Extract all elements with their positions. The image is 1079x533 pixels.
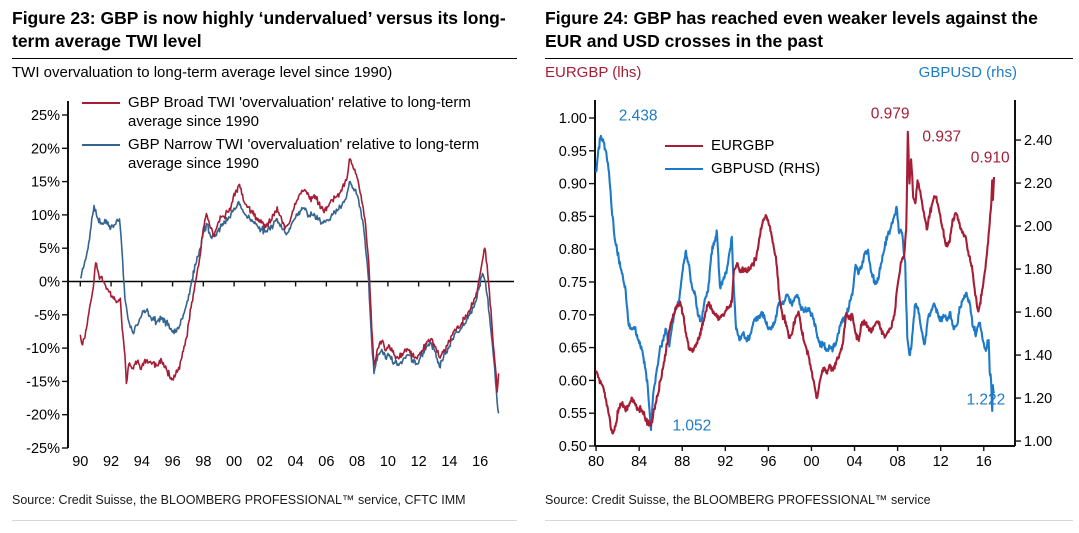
figure24-panel: Figure 24: GBP has reached even weaker l… (545, 7, 1073, 507)
svg-text:2.00: 2.00 (1024, 219, 1052, 235)
svg-text:5%: 5% (39, 241, 60, 257)
svg-text:96: 96 (165, 454, 181, 470)
svg-text:-15%: -15% (26, 374, 60, 390)
fig23-bottom-rule (12, 520, 517, 521)
svg-text:08: 08 (349, 454, 365, 470)
figure23-panel: Figure 23: GBP is now highly ‘undervalue… (12, 7, 517, 507)
svg-text:0.85: 0.85 (559, 209, 587, 225)
svg-text:92: 92 (103, 454, 119, 470)
svg-text:1.60: 1.60 (1024, 305, 1052, 321)
svg-text:96: 96 (760, 454, 776, 470)
legend-item-eurgbp: EURGBP (665, 136, 911, 155)
svg-text:15%: 15% (31, 175, 60, 191)
svg-text:0.75: 0.75 (559, 275, 587, 291)
svg-text:0.60: 0.60 (559, 373, 587, 389)
svg-text:1.00: 1.00 (559, 111, 587, 127)
svg-text:2.438: 2.438 (619, 108, 658, 125)
fig24-plot-svg: 1.00 0.95 0.90 0.85 0.80 0.75 0.70 0.65 0.60 0.55… (559, 100, 1052, 470)
gbpusd-label: GBPUSD (RHS) (711, 160, 821, 177)
eurgbp-lhs-tag: EURGBP (lhs) (545, 64, 642, 81)
svg-text:0.979: 0.979 (871, 106, 910, 123)
svg-text:00: 00 (803, 454, 819, 470)
svg-text:1.40: 1.40 (1024, 348, 1052, 364)
svg-text:04: 04 (288, 454, 304, 470)
svg-text:92: 92 (717, 454, 733, 470)
svg-text:-5%: -5% (34, 308, 60, 324)
svg-text:04: 04 (846, 454, 862, 470)
svg-text:1.222: 1.222 (967, 392, 1006, 409)
eurgbp-line-swatch (665, 145, 703, 147)
svg-text:-20%: -20% (26, 408, 60, 424)
narrow-twi-label: GBP Narrow TWI 'overvaluation' relative … (128, 136, 480, 172)
svg-text:90: 90 (72, 454, 88, 470)
fig23-source: Source: Credit Suisse, the BLOOMBERG PRO… (12, 493, 466, 507)
fig24-axis-tags: EURGBP (lhs) GBPUSD (rhs) (545, 63, 1073, 83)
svg-text:12: 12 (933, 454, 949, 470)
fig23-legend: GBP Broad TWI 'overvaluation' relative t… (82, 93, 484, 177)
svg-text:0.910: 0.910 (971, 150, 1010, 167)
svg-text:12: 12 (411, 454, 427, 470)
svg-text:16: 16 (976, 454, 992, 470)
broad-twi-label: GBP Broad TWI 'overvaluation' relative t… (128, 94, 471, 130)
svg-text:10: 10 (380, 454, 396, 470)
svg-text:0.90: 0.90 (559, 177, 587, 193)
fig23-chart: 25% 20% 15% 10% 5% 0% -5% -10% -15% -20% -25% 90 92 9… (12, 88, 517, 476)
svg-text:0.50: 0.50 (559, 439, 587, 455)
svg-text:0.937: 0.937 (922, 129, 961, 146)
svg-text:-10%: -10% (26, 341, 60, 357)
svg-text:0.80: 0.80 (559, 242, 587, 258)
svg-text:1.80: 1.80 (1024, 262, 1052, 278)
svg-text:80: 80 (588, 454, 604, 470)
svg-text:0.65: 0.65 (559, 341, 587, 357)
svg-text:84: 84 (631, 454, 647, 470)
fig24-source: Source: Credit Suisse, the BLOOMBERG PRO… (545, 493, 931, 507)
svg-text:94: 94 (134, 454, 150, 470)
svg-text:00: 00 (226, 454, 242, 470)
svg-text:02: 02 (257, 454, 273, 470)
fig23-title: Figure 23: GBP is now highly ‘undervalue… (12, 7, 517, 59)
svg-text:20%: 20% (31, 141, 60, 157)
svg-text:14: 14 (441, 454, 457, 470)
svg-text:0%: 0% (39, 275, 60, 291)
svg-text:1.00: 1.00 (1024, 434, 1052, 450)
svg-text:0.95: 0.95 (559, 144, 587, 160)
svg-text:-25%: -25% (26, 441, 60, 457)
legend-item-gbpusd: GBPUSD (RHS) (665, 159, 911, 178)
svg-text:1.20: 1.20 (1024, 391, 1052, 407)
narrow-twi-line-swatch (82, 144, 120, 146)
gbpusd-line-swatch (665, 168, 703, 170)
svg-text:06: 06 (318, 454, 334, 470)
svg-text:25%: 25% (31, 108, 60, 124)
gbpusd-rhs-tag: GBPUSD (rhs) (918, 64, 1017, 81)
svg-text:0.70: 0.70 (559, 308, 587, 324)
fig24-legend: EURGBP GBPUSD (RHS) (665, 136, 911, 182)
fig24-bottom-rule (545, 520, 1073, 521)
broad-twi-line-swatch (82, 102, 120, 104)
legend-item-broad-twi: GBP Broad TWI 'overvaluation' relative t… (82, 93, 484, 131)
legend-item-narrow-twi: GBP Narrow TWI 'overvaluation' relative … (82, 135, 484, 173)
fig23-plot-svg: 25% 20% 15% 10% 5% 0% -5% -10% -15% -20% -25% 90 92 9… (26, 101, 514, 470)
svg-text:88: 88 (674, 454, 690, 470)
svg-text:98: 98 (195, 454, 211, 470)
svg-text:2.40: 2.40 (1024, 133, 1052, 149)
fig24-title: Figure 24: GBP has reached even weaker l… (545, 7, 1073, 59)
svg-text:08: 08 (890, 454, 906, 470)
svg-text:16: 16 (472, 454, 488, 470)
svg-text:2.20: 2.20 (1024, 176, 1052, 192)
svg-text:0.55: 0.55 (559, 406, 587, 422)
fig23-subtitle: TWI overvaluation to long-term average l… (12, 64, 393, 81)
fig24-chart: 1.00 0.95 0.90 0.85 0.80 0.75 0.70 0.65 0.60 0.55… (545, 88, 1073, 476)
svg-text:1.052: 1.052 (673, 417, 712, 434)
svg-text:10%: 10% (31, 208, 60, 224)
eurgbp-label: EURGBP (711, 137, 775, 154)
